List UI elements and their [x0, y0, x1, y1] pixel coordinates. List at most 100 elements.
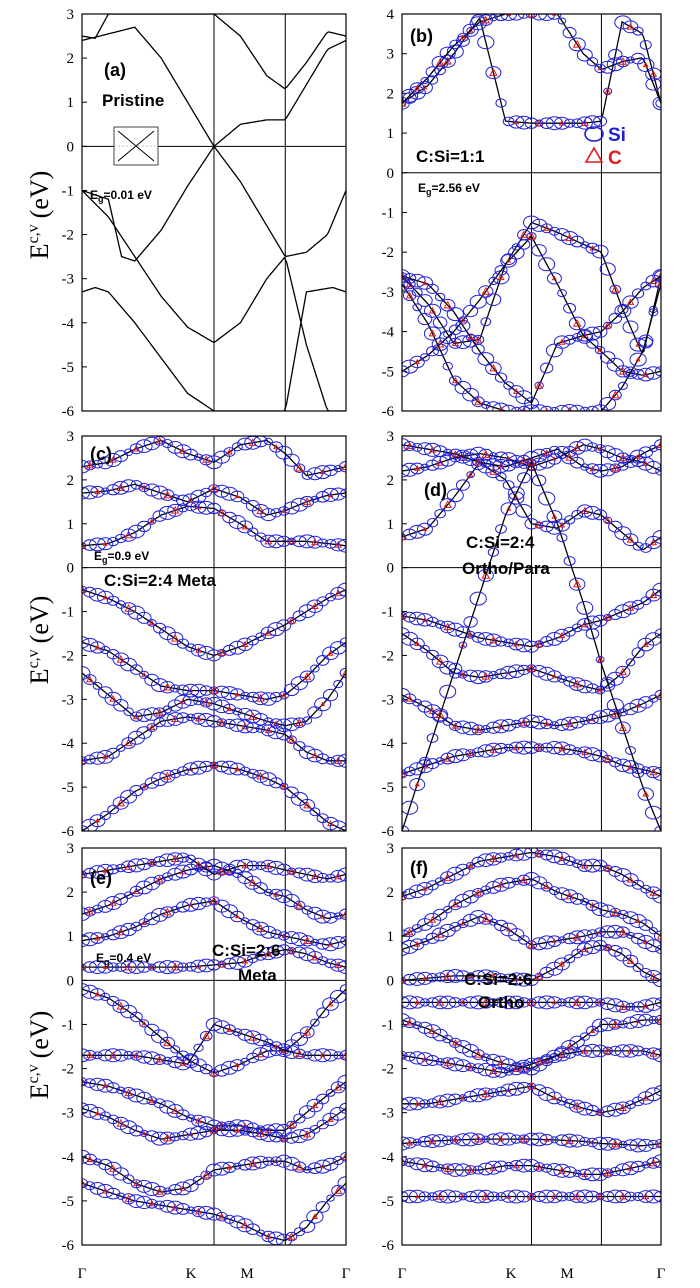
si-weight-marker	[517, 239, 531, 250]
legend-c-triangle-icon	[584, 146, 604, 163]
si-weight-marker	[169, 1132, 181, 1142]
panel-title-d: Ortho/Para	[462, 559, 550, 578]
c-weight-marker	[202, 1031, 211, 1040]
c-weight-marker	[474, 725, 483, 733]
c-weight-marker	[302, 497, 312, 505]
si-weight-marker	[174, 1181, 192, 1196]
c-weight-marker	[481, 997, 491, 1006]
c-weight-marker	[273, 443, 280, 450]
si-weight-marker	[569, 1190, 586, 1203]
si-weight-marker	[448, 324, 462, 336]
y-tick-label-c: 3	[67, 429, 75, 445]
si-weight-marker	[262, 1156, 275, 1166]
c-weight-marker	[341, 1152, 346, 1161]
si-weight-marker	[654, 270, 661, 282]
c-weight-marker	[303, 1129, 312, 1138]
c-weight-marker	[618, 927, 628, 936]
si-weight-marker	[199, 1126, 214, 1138]
si-weight-marker	[153, 717, 166, 728]
si-weight-marker	[562, 27, 577, 39]
y-tick-label-c: 2	[67, 473, 75, 489]
c-weight-marker	[604, 943, 612, 951]
si-weight-marker	[337, 538, 346, 553]
si-weight-marker	[127, 1194, 145, 1208]
si-weight-marker	[609, 1045, 622, 1057]
c-weight-marker	[402, 98, 407, 107]
bands-a	[82, 14, 346, 411]
c-weight-marker	[86, 1155, 94, 1163]
c-weight-marker	[170, 505, 180, 514]
si-weight-marker	[624, 1191, 637, 1202]
si-weight-marker	[412, 1138, 422, 1146]
si-weight-marker	[637, 935, 655, 949]
c-weight-marker	[414, 1101, 420, 1106]
si-weight-marker	[637, 999, 655, 1013]
si-weight-marker	[629, 1014, 647, 1028]
c-weight-marker	[241, 1221, 250, 1229]
si-weight-marker	[508, 664, 525, 679]
si-weight-marker	[615, 721, 631, 735]
si-weight-marker	[554, 718, 570, 732]
c-weight-marker	[334, 589, 343, 597]
si-weight-marker	[564, 1192, 575, 1201]
si-weight-marker	[547, 14, 562, 20]
si-weight-marker	[645, 632, 661, 646]
si-weight-marker	[489, 918, 498, 926]
si-weight-marker	[83, 674, 97, 685]
si-weight-marker	[508, 115, 525, 129]
si-weight-marker	[553, 628, 571, 643]
si-weight-marker	[153, 1054, 167, 1065]
si-weight-marker	[176, 712, 190, 724]
c-weight-marker	[642, 938, 649, 945]
c-weight-marker	[402, 271, 407, 280]
si-weight-marker	[439, 969, 456, 984]
c-weight-marker	[572, 318, 582, 327]
c-weight-marker	[132, 712, 140, 720]
si-weight-marker	[83, 1078, 96, 1088]
c-weight-marker	[109, 694, 117, 702]
si-weight-marker	[629, 337, 647, 352]
si-weight-marker	[652, 973, 661, 988]
c-weight-marker	[414, 84, 421, 91]
panel-title-a: Pristine	[102, 91, 164, 110]
si-weight-marker	[494, 372, 508, 383]
si-weight-marker	[434, 509, 446, 519]
si-weight-marker	[113, 1049, 129, 1062]
si-weight-marker	[309, 1125, 321, 1134]
y-tick-label-e: -6	[62, 1238, 75, 1254]
c-weight-marker	[443, 754, 452, 762]
si-weight-marker	[159, 769, 176, 783]
si-weight-marker	[162, 705, 173, 714]
y-tick-label-f: -5	[382, 1194, 395, 1210]
c-weight-marker	[302, 672, 312, 680]
si-weight-marker	[412, 1021, 423, 1030]
c-weight-marker	[656, 279, 661, 288]
y-tick-label-a: -6	[62, 404, 75, 420]
si-weight-marker	[585, 1104, 600, 1117]
si-weight-marker	[299, 1026, 315, 1039]
si-weight-marker	[252, 691, 270, 706]
c-weight-marker	[489, 467, 498, 475]
si-weight-marker	[232, 707, 243, 716]
si-weight-marker	[432, 908, 448, 921]
si-weight-marker	[402, 929, 411, 943]
si-weight-marker	[420, 77, 430, 85]
si-weight-marker	[530, 448, 548, 462]
si-weight-marker	[177, 766, 189, 776]
c-weight-marker	[572, 443, 582, 452]
si-weight-marker	[159, 853, 176, 868]
si-weight-marker	[136, 1091, 152, 1105]
si-weight-marker	[569, 577, 586, 591]
si-weight-marker	[462, 387, 480, 402]
c-weight-marker	[558, 854, 566, 862]
si-weight-marker	[568, 930, 586, 945]
si-weight-marker	[462, 1132, 480, 1147]
si-weight-marker	[572, 1048, 582, 1056]
y-tick-label-f: 2	[387, 885, 395, 901]
si-weight-marker	[553, 851, 571, 866]
si-weight-marker	[532, 1191, 546, 1202]
si-weight-marker	[82, 542, 87, 550]
c-weight-marker	[234, 691, 240, 697]
band-line-vb1	[402, 221, 661, 354]
